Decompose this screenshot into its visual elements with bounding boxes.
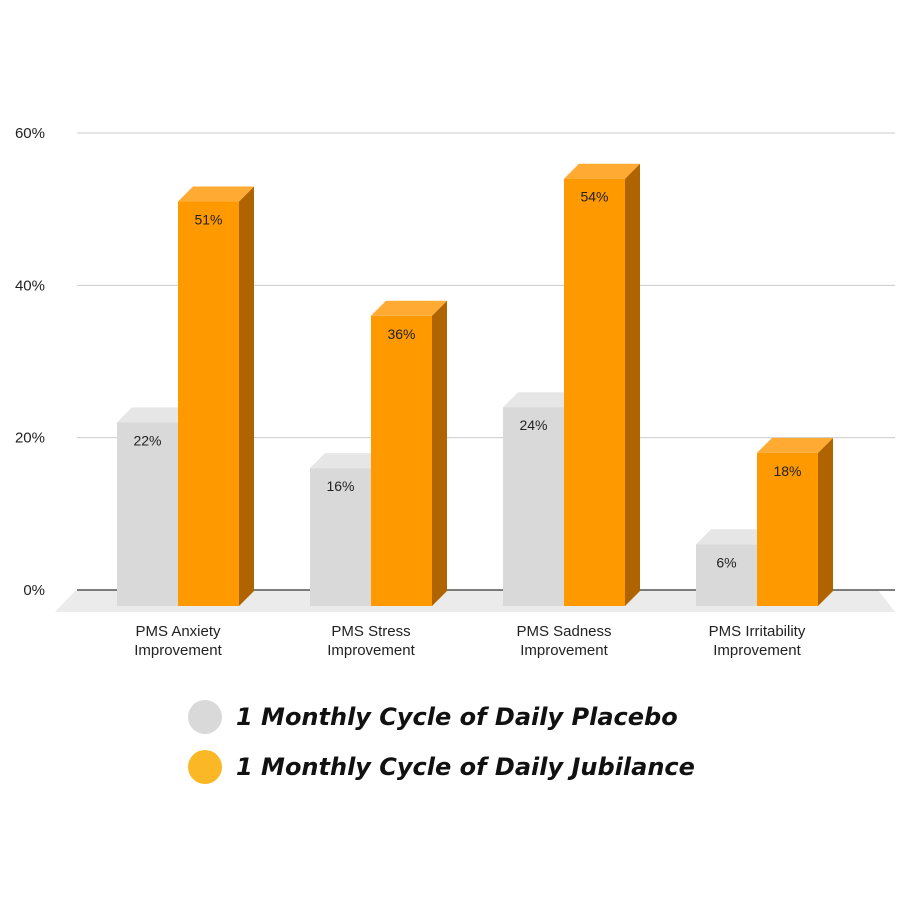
x-tick-label: PMS Anxiety Improvement bbox=[134, 623, 222, 659]
bar-top bbox=[503, 392, 579, 408]
bar-side bbox=[818, 437, 833, 606]
bar bbox=[371, 315, 432, 606]
bar bbox=[117, 422, 178, 606]
data-label: 18% bbox=[773, 463, 801, 479]
x-tick-label: PMS Irritability Improvement bbox=[709, 623, 806, 659]
y-tick-label: 40% bbox=[15, 277, 45, 294]
legend: 1 Monthly Cycle of Daily Placebo 1 Month… bbox=[188, 692, 695, 792]
x-tick-label: PMS Stress Improvement bbox=[327, 623, 415, 659]
legend-item-placebo: 1 Monthly Cycle of Daily Placebo bbox=[188, 692, 695, 742]
bar-side bbox=[432, 300, 447, 606]
data-label: 51% bbox=[194, 212, 222, 228]
data-label: 24% bbox=[519, 417, 547, 433]
chart-floor bbox=[55, 590, 895, 612]
data-label: 36% bbox=[387, 326, 415, 342]
legend-swatch-jubilance bbox=[188, 750, 222, 784]
bar-side bbox=[625, 163, 640, 606]
bar-side bbox=[239, 186, 254, 607]
bar bbox=[696, 544, 757, 606]
bar-chart: 0% 20% 40% 60% 22% 51% PMS Anxiety Improvement 1… bbox=[15, 125, 895, 659]
legend-item-jubilance: 1 Monthly Cycle of Daily Jubilance bbox=[188, 742, 695, 792]
data-label: 16% bbox=[326, 478, 354, 494]
bar-top bbox=[117, 407, 193, 423]
bar bbox=[564, 178, 625, 606]
bar bbox=[503, 407, 564, 606]
bar-top bbox=[696, 529, 772, 545]
legend-swatch-placebo bbox=[188, 700, 222, 734]
legend-label-jubilance: 1 Monthly Cycle of Daily Jubilance bbox=[236, 753, 695, 781]
bar-top bbox=[371, 300, 447, 316]
bar bbox=[178, 201, 239, 607]
y-tick-label: 20% bbox=[15, 430, 45, 447]
bar-top bbox=[178, 186, 254, 202]
bar bbox=[757, 452, 818, 606]
y-tick-label: 60% bbox=[15, 125, 45, 142]
data-label: 22% bbox=[133, 432, 161, 448]
bar-top bbox=[757, 437, 833, 453]
bar-top bbox=[310, 453, 386, 469]
x-tick-label: PMS Sadness Improvement bbox=[516, 623, 611, 659]
legend-label-placebo: 1 Monthly Cycle of Daily Placebo bbox=[236, 703, 678, 731]
bar-top bbox=[564, 163, 640, 179]
data-label: 6% bbox=[716, 554, 736, 570]
y-tick-label: 0% bbox=[23, 582, 45, 599]
data-label: 54% bbox=[580, 189, 608, 205]
bar bbox=[310, 468, 371, 606]
